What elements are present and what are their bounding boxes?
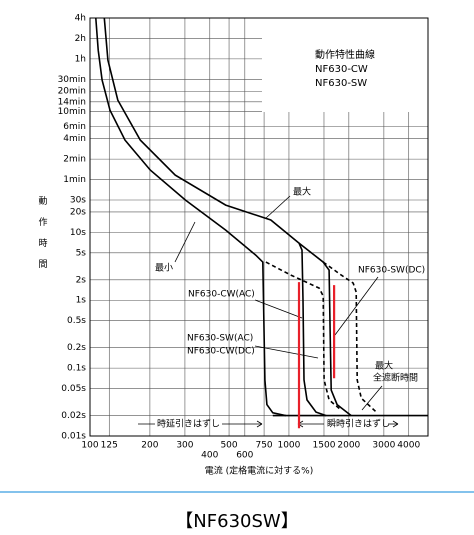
x-tick-label: 3000 xyxy=(372,441,395,451)
annotation: NF630-SW(DC) xyxy=(358,266,425,276)
y-tick-label: 10s xyxy=(70,228,86,238)
x-tick-label: 400 xyxy=(201,451,218,461)
x-tick-label: 2000 xyxy=(337,441,360,451)
x-tick-label: 500 xyxy=(220,441,237,451)
y-tick-label: 0.2s xyxy=(67,343,86,353)
y-tick-label: 5s xyxy=(76,248,87,258)
y-tick-label: 1h xyxy=(75,54,86,64)
legend-box xyxy=(262,18,428,112)
legend-text: NF630-CW xyxy=(315,64,368,75)
y-tick-label: 0.02s xyxy=(61,411,86,421)
y-tick-label: 0.05s xyxy=(61,384,86,394)
y-tick-label: 0.5s xyxy=(67,316,86,326)
curve xyxy=(265,261,342,411)
annotation: NF630-SW(AC) xyxy=(187,334,253,344)
y-tick-label: 2h xyxy=(75,34,86,44)
y-tick-label: 2min xyxy=(63,155,86,165)
legend-text: NF630-SW xyxy=(315,78,367,89)
y-tick-label: 0.01s xyxy=(61,432,86,442)
curve xyxy=(322,261,377,413)
leaders xyxy=(138,195,399,428)
y-tick-label: 6min xyxy=(63,122,86,132)
y-tick-label: 30min xyxy=(58,75,86,85)
y-tick-label: 20s xyxy=(70,207,86,217)
x-tick-label: 300 xyxy=(176,441,193,451)
y-tick-label: 10min xyxy=(58,107,86,117)
annotation: 最大 xyxy=(293,186,311,198)
y-tick-label: 4h xyxy=(75,14,86,24)
y-tick-label: 1s xyxy=(76,296,87,306)
x-tick-label: 750 xyxy=(255,441,272,451)
y-tick-label: 2s xyxy=(76,275,87,285)
x-tick-label: 125 xyxy=(101,441,118,451)
y-tick-label: 4min xyxy=(63,134,86,144)
annotation: 最大 xyxy=(375,360,393,372)
y-tick-label: 20min xyxy=(58,87,86,97)
legend-text: 動作特性曲線 xyxy=(315,48,375,61)
x-tick-label: 200 xyxy=(141,441,158,451)
y-tick-label: 14min xyxy=(58,97,86,107)
curve xyxy=(298,242,352,417)
curve xyxy=(103,17,327,417)
y-tick-label: 0.1s xyxy=(67,364,86,374)
x-tick-label: 1000 xyxy=(277,441,300,451)
annotation: 全遮断時間 xyxy=(373,372,418,384)
x-axis-label: 電流 (定格電流に対する%) xyxy=(205,465,313,477)
x-tick-label: 4000 xyxy=(397,441,420,451)
annotation: NF630-CW(AC) xyxy=(188,290,255,300)
annotation: NF630-CW(DC) xyxy=(187,347,255,357)
annotation: 時延引きはずし xyxy=(157,418,220,430)
x-tick-label: 100 xyxy=(81,441,98,451)
plot-frame xyxy=(89,17,429,437)
x-tick-label: 600 xyxy=(236,451,253,461)
curve xyxy=(95,17,287,417)
caption: 【NF630SW】 xyxy=(175,511,298,532)
y-tick-label: 30s xyxy=(70,195,86,205)
annotation: 最小 xyxy=(155,263,173,274)
x-tick-label: 1500 xyxy=(313,441,336,451)
annotation: 瞬時引きはずし xyxy=(327,418,390,430)
y-tick-label: 1min xyxy=(63,175,86,185)
y-axis-label: 動作時間 xyxy=(37,196,48,280)
